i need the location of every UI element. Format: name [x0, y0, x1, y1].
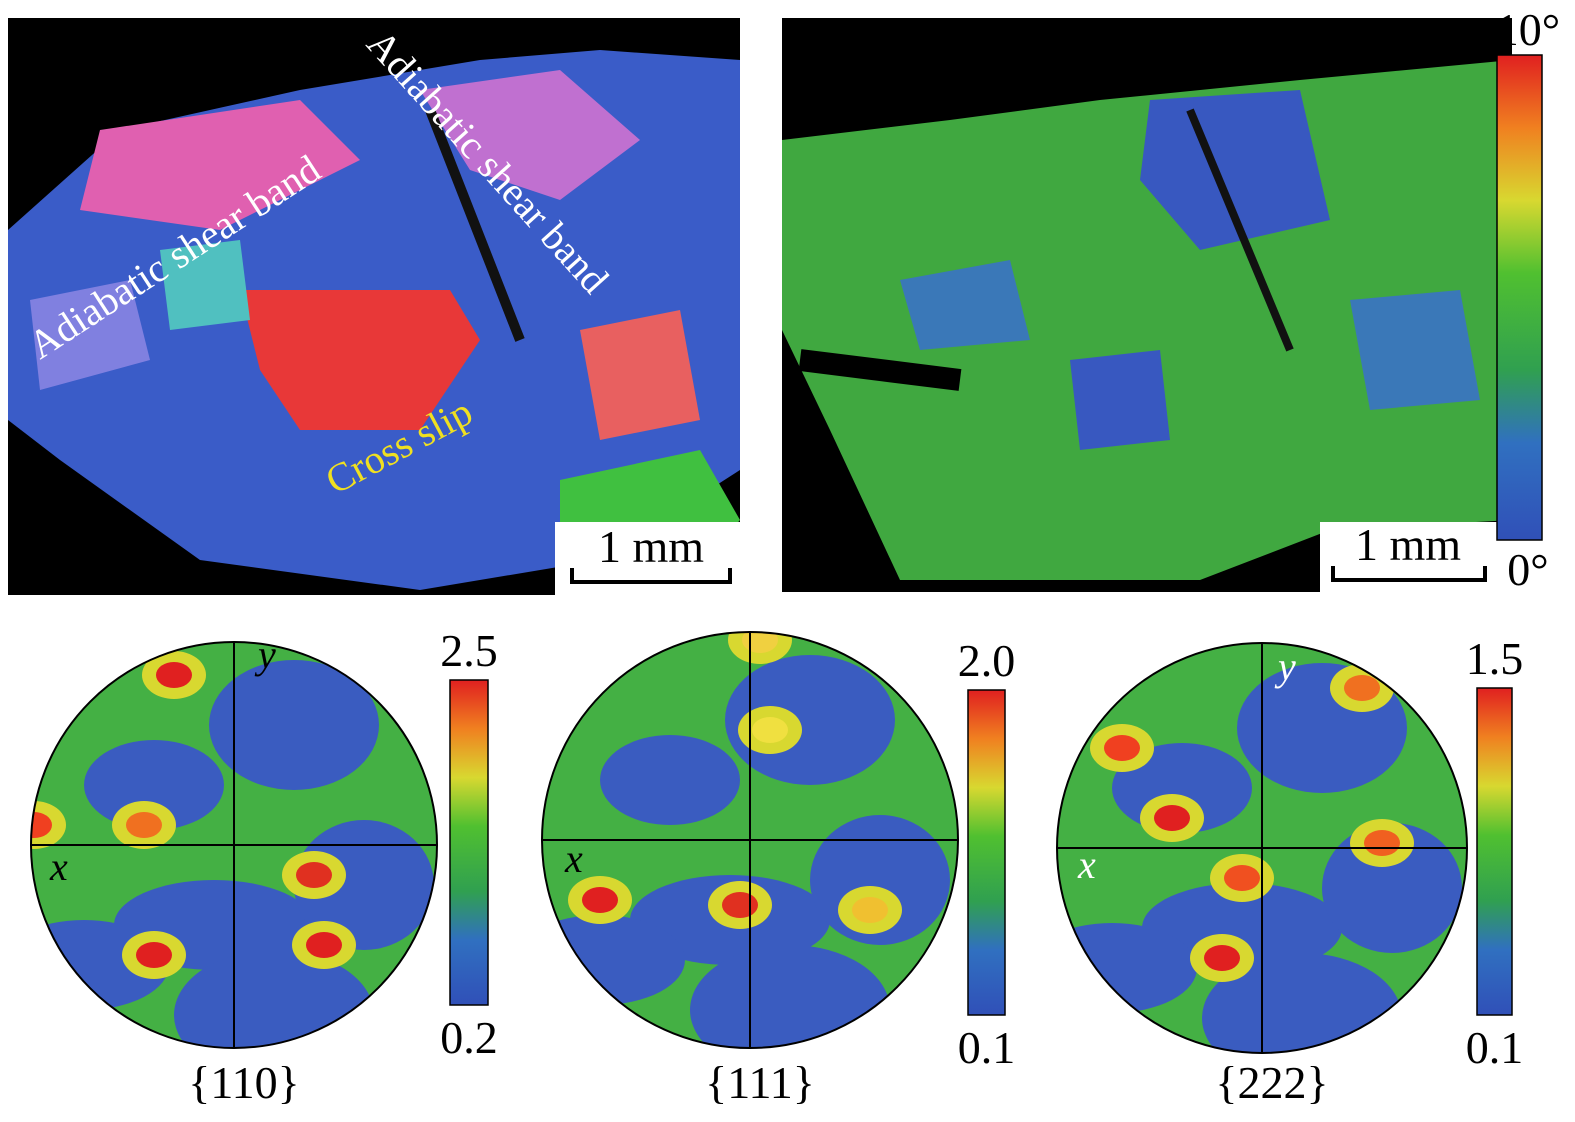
high-density-spot	[31, 812, 52, 838]
pole-figure-label: {222}	[1215, 1057, 1328, 1108]
pole-figure: x 2.0 0.1 {111}	[541, 631, 1016, 1108]
colorbar-min: 0°	[1507, 544, 1548, 595]
high-density-spot	[306, 932, 342, 958]
high-density-spot	[296, 862, 332, 888]
pole-figure: x y 1.5 0.1 {222}	[1056, 633, 1524, 1108]
scale-bar-label: 1 mm	[598, 521, 704, 572]
high-density-spot	[1154, 805, 1190, 831]
colorbar	[1476, 687, 1513, 1016]
high-density-spot	[156, 662, 192, 688]
low-density-region	[600, 735, 740, 825]
pole-figure-label: {110}	[188, 1057, 299, 1108]
axis-label: y	[1274, 644, 1296, 689]
high-density-spot	[722, 892, 758, 918]
colorbar-max: 10°	[1496, 4, 1560, 55]
high-density-spot	[126, 812, 162, 838]
colorbar-min: 0.2	[440, 1012, 498, 1063]
scale-bar-label: 1 mm	[1355, 519, 1461, 570]
high-density-spot	[582, 887, 618, 913]
colorbar-max: 2.0	[958, 635, 1016, 686]
low-density-region	[690, 945, 890, 1048]
colorbar-min: 0.1	[958, 1022, 1016, 1073]
high-density-spot	[752, 717, 788, 743]
high-density-spot	[1204, 945, 1240, 971]
axis-label: x	[1077, 842, 1096, 887]
axis-label: x	[564, 836, 583, 881]
pole-outline	[541, 631, 959, 1049]
low-density-region	[542, 915, 685, 1005]
high-density-spot	[1104, 735, 1140, 761]
axis-label: y	[254, 632, 276, 677]
colorbar-max: 2.5	[440, 625, 498, 676]
pole-figures: x y 2.5 0.2 {110} x 2.0 0.1 {111} x y 1.5 0.1 {222}	[30, 625, 1524, 1108]
pole-figure: x y 2.5 0.2 {110}	[30, 625, 498, 1108]
axis-label: x	[49, 844, 68, 889]
colorbar-max: 1.5	[1466, 633, 1524, 684]
high-density-spot	[1224, 865, 1260, 891]
colorbar	[449, 679, 489, 1006]
high-density-spot	[742, 632, 778, 653]
colorbar-min: 0.1	[1466, 1022, 1524, 1073]
high-density-spot	[1344, 675, 1380, 701]
high-density-spot	[1364, 830, 1400, 856]
low-density-region	[1057, 923, 1197, 1013]
misorientation-map	[782, 18, 1512, 592]
pole-outline	[30, 641, 438, 1049]
colorbar	[967, 689, 1006, 1016]
pole-outline	[1056, 642, 1468, 1054]
scale-bar	[570, 568, 732, 584]
pole-figure-label: {111}	[705, 1057, 815, 1108]
low-density-region	[209, 660, 379, 790]
orientation-map	[8, 18, 740, 595]
high-density-spot	[136, 942, 172, 968]
scale-bar	[1331, 566, 1487, 582]
low-density-region	[84, 740, 224, 830]
pole-figure-map	[1057, 643, 1467, 1053]
colorbar	[1496, 54, 1543, 541]
low-density-region	[294, 820, 434, 950]
high-density-spot	[852, 897, 888, 923]
